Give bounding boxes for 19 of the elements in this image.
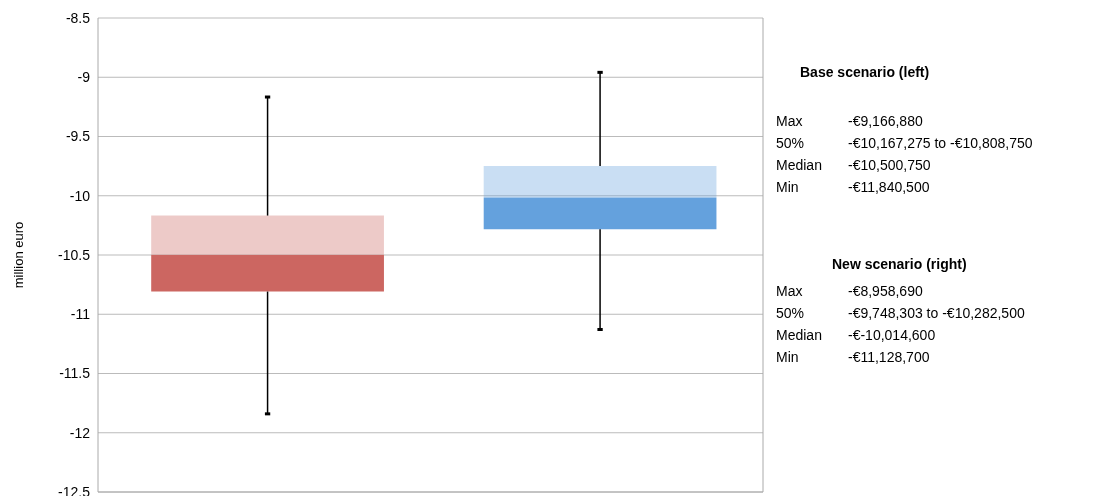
y-tick-label: -10.5 <box>58 246 91 263</box>
y-tick-label: -12 <box>69 424 91 441</box>
text: Median -€10,500,750 <box>776 157 931 173</box>
text: Max -€9,166,880 <box>776 113 923 129</box>
text: 50% -€10,167,275 to -€10,808,750 <box>776 135 1033 151</box>
text: Max -€8,958,690 <box>776 283 923 299</box>
y-axis-title: million euro <box>10 221 26 289</box>
y-tick-label: -8.5 <box>65 9 91 26</box>
y-tick-label: -11.5 <box>59 365 91 382</box>
y-tick-label: -9 <box>77 69 91 86</box>
text: 50% -€9,748,303 to -€10,282,500 <box>776 305 1025 321</box>
text: New scenario (right) <box>832 256 968 272</box>
y-tick-label: -9.5 <box>65 128 91 145</box>
text: Base scenario (left) <box>800 64 931 80</box>
text: Median -€-10,014,600 <box>776 327 936 343</box>
y-tick-label: -11 <box>70 306 91 323</box>
text: Min -€11,840,500 <box>776 179 930 195</box>
text: Min -€11,128,700 <box>776 349 930 365</box>
y-tick-label: -10 <box>69 187 91 204</box>
